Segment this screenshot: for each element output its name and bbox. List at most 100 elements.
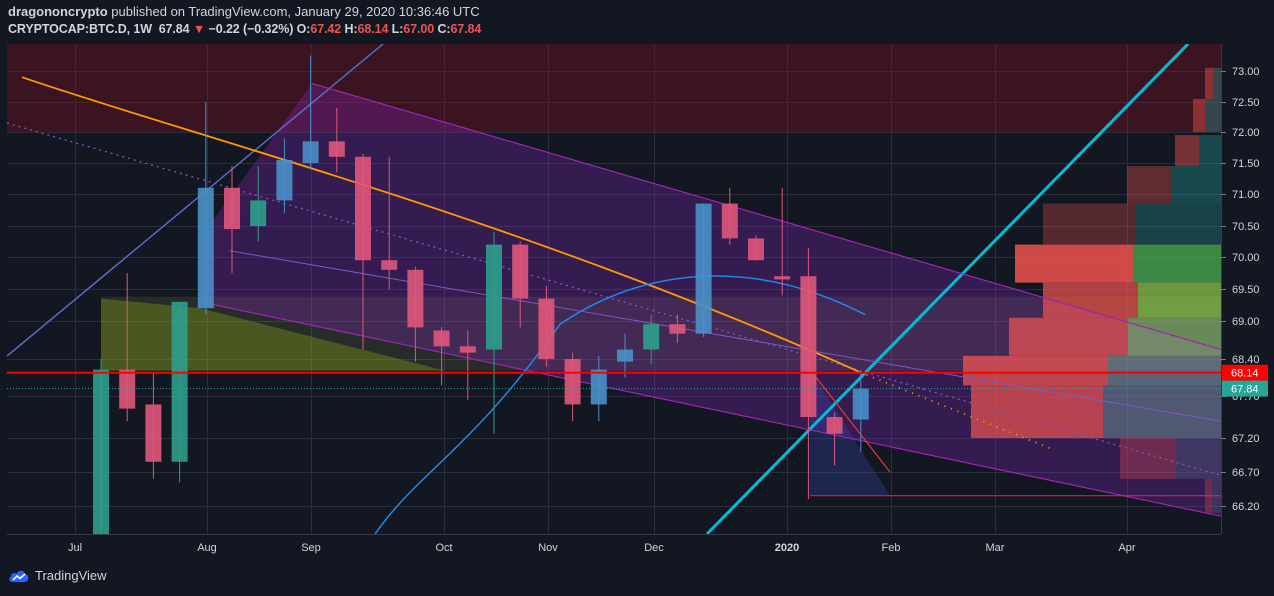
symbol-legend: CRYPTOCAP:BTC.D, 1W 67.84 ▼ −0.22 (−0.32…	[8, 22, 481, 36]
candle-body	[564, 359, 581, 405]
resistance-zone	[7, 44, 1221, 132]
candle-body	[721, 203, 738, 239]
candle-body	[171, 301, 188, 462]
price-tag-box	[1222, 380, 1268, 397]
candles[interactable]	[93, 55, 869, 575]
time-tick-label: Dec	[644, 542, 664, 554]
profile-bar-buy	[1176, 438, 1221, 479]
candle-body	[224, 187, 240, 230]
author-name[interactable]: dragononcrypto	[8, 4, 108, 19]
profile-bar-sell	[1015, 244, 1133, 283]
candle-body	[826, 417, 843, 434]
published-text: published on TradingView.com, January 29…	[111, 4, 480, 19]
profile-bar-buy	[1103, 385, 1221, 438]
time-tick-label: Apr	[1118, 542, 1135, 554]
volume-profile	[963, 67, 1221, 513]
profile-bar-sell	[1043, 282, 1138, 318]
symbol-name[interactable]: CRYPTOCAP:BTC.D, 1W	[8, 22, 152, 36]
price-tag-box	[1222, 364, 1268, 381]
profile-bar-sell	[1009, 317, 1128, 356]
time-tick-label: Jul	[68, 542, 82, 554]
time-tick-label: Aug	[197, 542, 217, 554]
candle-body	[800, 276, 817, 417]
uptrend-line	[7, 44, 384, 357]
horizontal-lines	[7, 371, 1221, 390]
channel-top	[311, 82, 1221, 351]
red-projection	[809, 369, 891, 473]
change-down-icon: ▼	[192, 22, 206, 36]
profile-bar-sell	[1175, 135, 1199, 167]
tradingview-cloud-icon	[9, 570, 29, 582]
close-value: 67.84	[450, 22, 482, 36]
price-tick-label: 70.50	[1232, 221, 1260, 233]
dotted-trend	[7, 122, 1221, 477]
candle-body	[590, 369, 607, 405]
profile-bar-sell	[1043, 203, 1136, 245]
profile-bar-buy	[1128, 317, 1221, 356]
time-tick-label: 2020	[775, 542, 799, 554]
profile-bar-buy	[1136, 203, 1221, 245]
candle-body	[617, 349, 633, 362]
high-value: 68.14	[357, 22, 389, 36]
price-tick-label: 70.00	[1232, 252, 1260, 264]
profile-bar-sell	[1120, 438, 1176, 479]
profile-bar-sell	[1127, 166, 1172, 204]
footer-branding[interactable]: TradingView	[8, 568, 107, 583]
time-tick-label: Sep	[301, 542, 321, 554]
candle-body	[459, 346, 476, 353]
profile-bar-buy	[1213, 67, 1221, 99]
price-tick-label: 66.20	[1232, 501, 1260, 513]
time-tick-label: Mar	[986, 542, 1005, 554]
price-tick-label: 67.20	[1232, 433, 1260, 445]
time-tick-label: Nov	[538, 542, 558, 554]
teal-trend-line	[705, 44, 1190, 534]
price-tick-label: 72.50	[1232, 97, 1260, 109]
candle-body	[433, 330, 450, 347]
price-tag-label: 67.84	[1231, 384, 1259, 396]
candle-body	[852, 388, 869, 420]
candle-body	[145, 404, 162, 462]
candle-body	[302, 141, 319, 163]
price-axis[interactable]: 73.00 72.50 72.00 71.50 71.00 70.50 70.00 69.50…	[1221, 66, 1260, 513]
time-axis[interactable]: Jul Aug Sep Oct Nov Dec 2020 Feb Mar Apr	[68, 542, 1136, 554]
price-tick-label: 69.00	[1232, 316, 1260, 328]
orange-moving-average	[21, 76, 861, 374]
publish-info: dragononcrypto published on TradingView.…	[8, 4, 480, 19]
candle-body	[695, 203, 712, 334]
profile-bar-buy	[1199, 135, 1221, 167]
blue-triangle	[810, 369, 890, 496]
candle-body	[93, 369, 109, 534]
profile-bar-sell	[1193, 98, 1205, 132]
close-label: C:	[437, 22, 451, 36]
profile-bar-buy	[1138, 282, 1221, 318]
drawing-lines	[7, 44, 1221, 534]
open-value: 67.42	[310, 22, 342, 36]
candle-body	[748, 238, 764, 261]
time-tick-label: Feb	[882, 542, 901, 554]
candle-body	[407, 269, 424, 328]
profile-bar-sell	[971, 385, 1103, 438]
low-value: 67.00	[403, 22, 435, 36]
high-label: H:	[344, 22, 358, 36]
price-tags: 68.14 67.84	[1222, 364, 1268, 397]
candle-body	[328, 141, 345, 157]
profile-bar-buy	[1205, 98, 1221, 132]
candle-body	[643, 324, 660, 350]
candle-body	[381, 260, 398, 270]
blue-moving-average	[374, 275, 866, 534]
price-tick-label: 69.50	[1232, 284, 1260, 296]
low-label: L:	[391, 22, 404, 36]
channel-mid	[229, 250, 1221, 422]
profile-bar-buy	[1172, 166, 1221, 204]
candle-body	[197, 187, 214, 309]
profile-bar-buy	[1108, 355, 1221, 386]
candle-body	[355, 156, 371, 261]
profile-bar-sell	[1205, 67, 1213, 99]
candle-body	[512, 244, 529, 299]
time-tick-label: Oct	[435, 542, 452, 554]
candle-body	[774, 276, 791, 280]
candle-body	[669, 324, 686, 334]
price-tick-label: 71.00	[1232, 189, 1260, 201]
brand-name: TradingView	[35, 568, 107, 583]
